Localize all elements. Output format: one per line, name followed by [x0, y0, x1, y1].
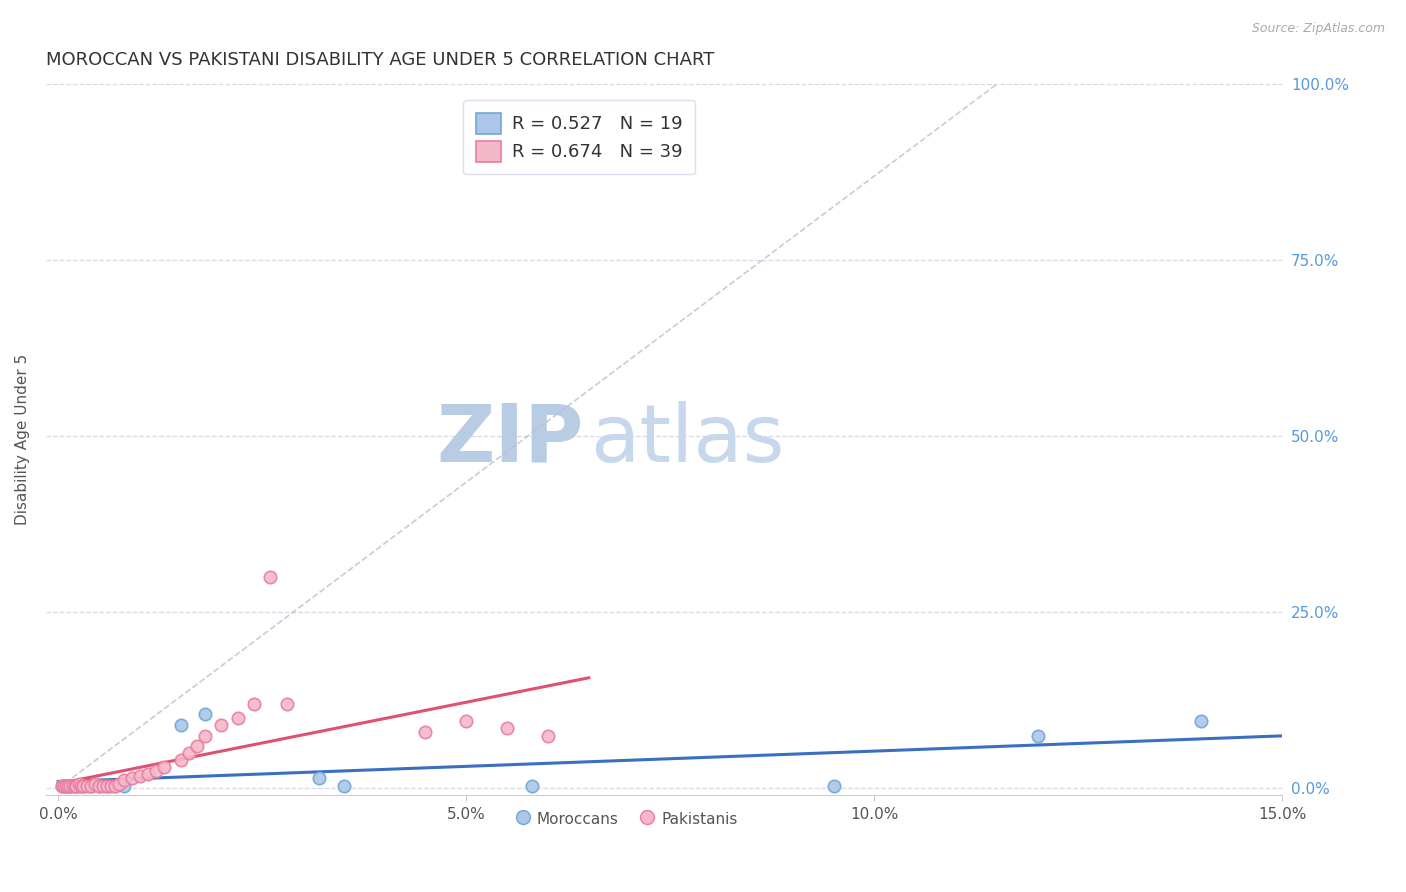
Y-axis label: Disability Age Under 5: Disability Age Under 5 — [15, 354, 30, 525]
Point — [276, 697, 298, 711]
Point — [91, 779, 114, 793]
Point — [259, 570, 281, 584]
Point — [308, 771, 330, 785]
Point — [823, 779, 845, 793]
Legend: Moroccans, Pakistanis: Moroccans, Pakistanis — [510, 804, 744, 834]
Point — [63, 779, 86, 793]
Point — [104, 779, 127, 793]
Point — [169, 718, 191, 732]
Point — [456, 714, 478, 729]
Point — [112, 779, 135, 793]
Point — [108, 777, 131, 791]
Point — [145, 764, 167, 778]
Point — [63, 779, 86, 793]
Point — [100, 779, 122, 793]
Point — [211, 718, 233, 732]
Point — [51, 779, 73, 793]
Point — [104, 779, 127, 793]
Point — [415, 725, 437, 739]
Text: MOROCCAN VS PAKISTANI DISABILITY AGE UNDER 5 CORRELATION CHART: MOROCCAN VS PAKISTANI DISABILITY AGE UND… — [46, 51, 714, 69]
Point — [56, 779, 79, 793]
Point — [62, 779, 84, 793]
Point — [121, 771, 143, 785]
Point — [72, 779, 94, 793]
Point — [496, 722, 519, 736]
Point — [76, 779, 98, 793]
Point — [65, 779, 87, 793]
Point — [333, 779, 356, 793]
Point — [52, 779, 75, 793]
Point — [169, 753, 191, 767]
Point — [87, 779, 110, 793]
Text: Source: ZipAtlas.com: Source: ZipAtlas.com — [1251, 22, 1385, 36]
Point — [537, 729, 560, 743]
Text: atlas: atlas — [591, 401, 785, 479]
Point — [55, 779, 77, 793]
Point — [80, 779, 103, 793]
Point — [153, 760, 176, 774]
Point — [520, 779, 543, 793]
Point — [112, 772, 135, 787]
Point — [1026, 729, 1049, 743]
Point — [87, 779, 110, 793]
Point — [96, 779, 118, 793]
Point — [59, 779, 82, 793]
Point — [51, 779, 73, 793]
Point — [70, 779, 93, 793]
Point — [84, 777, 107, 791]
Point — [80, 779, 103, 793]
Point — [59, 779, 82, 793]
Point — [194, 707, 217, 722]
Text: ZIP: ZIP — [437, 401, 583, 479]
Point — [226, 711, 249, 725]
Point — [1189, 714, 1212, 729]
Point — [243, 697, 266, 711]
Point — [67, 777, 90, 791]
Point — [55, 779, 77, 793]
Point — [67, 779, 90, 793]
Point — [136, 767, 159, 781]
Point — [194, 729, 217, 743]
Point — [72, 779, 94, 793]
Point — [177, 746, 200, 760]
Point — [96, 779, 118, 793]
Point — [186, 739, 208, 753]
Point — [128, 769, 150, 783]
